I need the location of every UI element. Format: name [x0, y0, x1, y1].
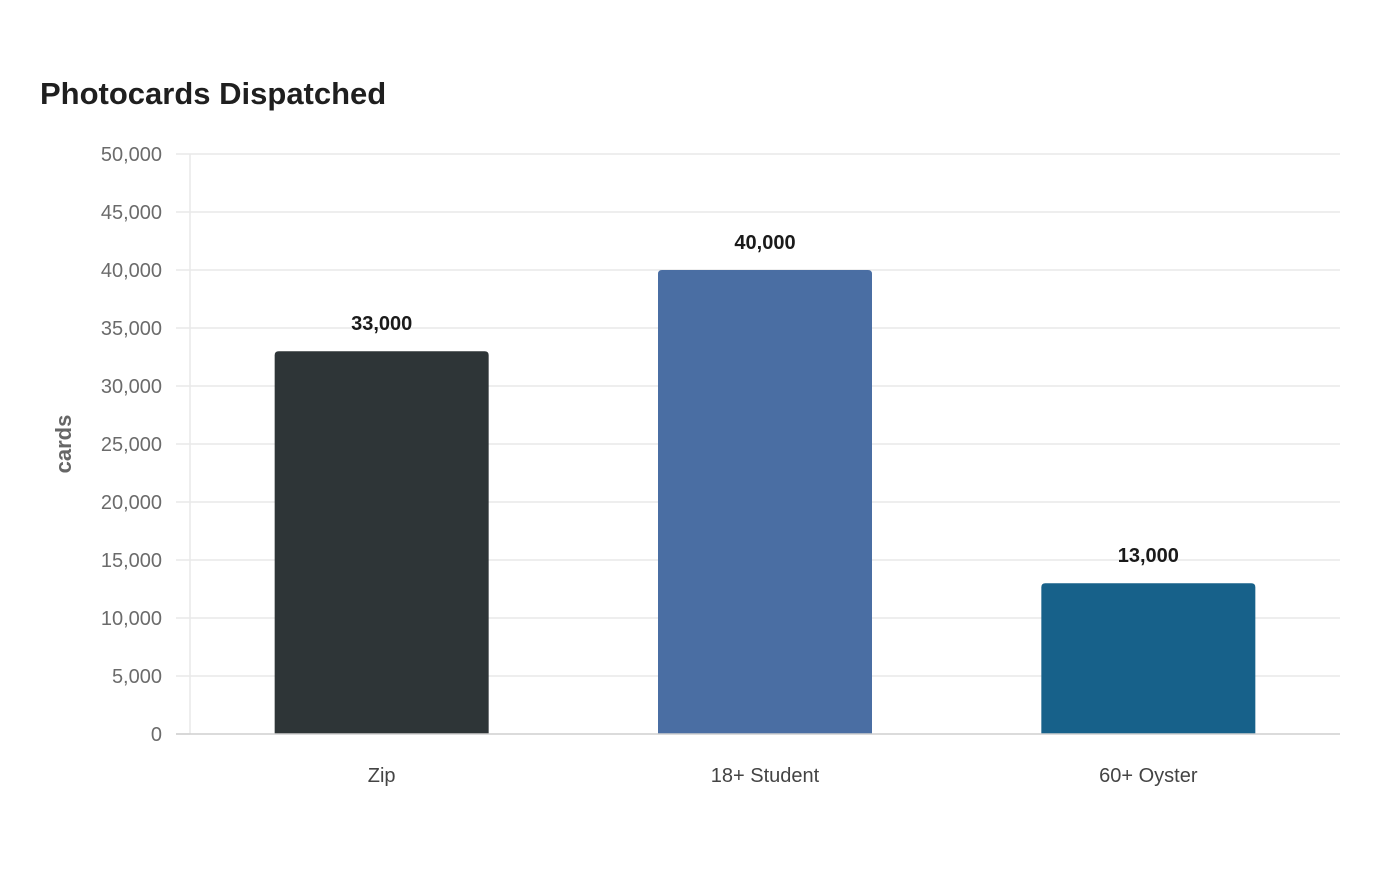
x-tick-label: Zip [368, 765, 396, 787]
y-tick-label: 15,000 [101, 550, 162, 572]
bar-1 [658, 270, 872, 734]
x-tick-label: 18+ Student [711, 765, 820, 787]
y-tick-label: 5,000 [112, 666, 162, 688]
labels: 0 5,000 10,000 15,000 20,000 25,000 30,000 35,0… [51, 144, 1198, 787]
bar-value-label: 40,000 [734, 232, 795, 254]
bar-value-label: 13,000 [1118, 545, 1179, 567]
y-tick-label: 30,000 [101, 376, 162, 398]
y-tick-label: 20,000 [101, 492, 162, 514]
y-tick-label: 10,000 [101, 608, 162, 630]
bar-2 [1041, 583, 1256, 734]
bar-0 [274, 351, 489, 734]
chart-title: Photocards Dispatched [40, 76, 387, 111]
bars [274, 270, 1256, 734]
y-tick-label: 45,000 [101, 202, 162, 224]
y-axis-title: cards [51, 415, 76, 474]
y-tick-label: 25,000 [101, 434, 162, 456]
axes [176, 154, 1340, 735]
y-tick-label: 40,000 [101, 260, 162, 282]
bar-value-label: 33,000 [351, 313, 412, 335]
y-tick-label: 50,000 [101, 144, 162, 166]
y-tick-label: 35,000 [101, 318, 162, 340]
y-tick-label: 0 [151, 724, 162, 746]
x-tick-label: 60+ Oyster [1099, 765, 1198, 787]
